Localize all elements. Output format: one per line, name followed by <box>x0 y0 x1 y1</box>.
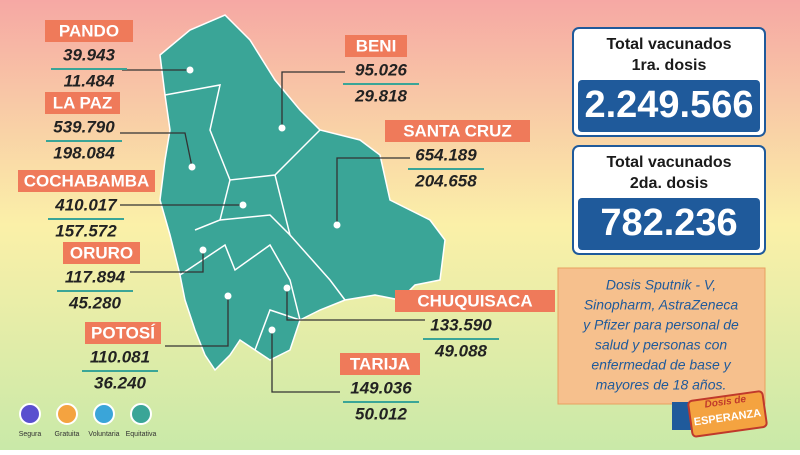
total-value: 2.249.566 <box>584 84 753 126</box>
connector-dot <box>278 124 286 132</box>
connector-dot <box>188 163 196 171</box>
icon <box>130 403 152 425</box>
department-name: COCHABAMBA <box>24 171 150 190</box>
connector <box>130 250 204 273</box>
connector-dot <box>239 201 247 209</box>
label-box <box>385 120 530 142</box>
dose2: 36.240 <box>94 373 147 392</box>
icon-label: Equitativa <box>126 431 157 438</box>
label-box <box>345 35 407 57</box>
dose2: 204.658 <box>414 171 477 190</box>
note-line: salud y personas con <box>595 337 728 353</box>
dose2: 157.572 <box>55 221 117 240</box>
icon-label: Segura <box>19 431 42 438</box>
dose2: 29.818 <box>354 86 408 105</box>
dose1: 654.189 <box>415 145 477 164</box>
label-box <box>45 92 120 114</box>
label-box <box>63 242 140 264</box>
icon <box>19 403 41 425</box>
icon <box>56 403 78 425</box>
dose2: 50.012 <box>355 404 408 423</box>
connector <box>336 157 410 225</box>
connector <box>271 330 340 393</box>
department-name: LA PAZ <box>53 93 113 112</box>
connector-dot <box>186 66 194 74</box>
department-name: TARIJA <box>350 354 410 373</box>
connector <box>165 296 229 347</box>
icon-label: Voluntaria <box>88 431 119 438</box>
department-name: SANTA CRUZ <box>403 121 512 140</box>
total-box: Total vacunados 2da. dosis 782.236 <box>572 145 766 255</box>
logo: Dosis de ESPERANZA <box>672 390 768 438</box>
total-label: Total vacunados <box>606 36 731 53</box>
department-name: PANDO <box>59 21 119 40</box>
department-name: BENI <box>356 36 397 55</box>
label-box <box>18 170 155 192</box>
note-line: enfermedad de base y <box>591 357 731 373</box>
connector <box>120 132 193 168</box>
total-label: Total vacunados <box>606 154 731 171</box>
department-name: CHUQUISACA <box>417 291 532 310</box>
dose1: 149.036 <box>350 378 412 397</box>
department-name: ORURO <box>70 243 133 262</box>
connector-dot <box>333 221 341 229</box>
dose2: 45.280 <box>68 293 122 312</box>
connector-dot <box>224 292 232 300</box>
dose1: 117.894 <box>65 267 126 286</box>
dose1: 39.943 <box>63 45 116 64</box>
label-box <box>45 20 133 42</box>
note-line: Dosis Sputnik - V, <box>606 277 716 293</box>
icon <box>93 403 115 425</box>
connector <box>281 71 345 128</box>
department-name: POTOSÍ <box>91 323 156 342</box>
label-box <box>340 353 420 375</box>
dose1: 110.081 <box>90 347 150 366</box>
connector-dot <box>283 284 291 292</box>
dose1: 133.590 <box>430 315 492 334</box>
dose1: 539.790 <box>53 117 115 136</box>
connector-dot <box>199 246 207 254</box>
total-box: Total vacunados 1ra. dosis 2.249.566 <box>572 27 766 137</box>
note-line: Sinopharm, AstraZeneca <box>584 297 739 313</box>
total-value: 782.236 <box>600 202 737 244</box>
total-label: 2da. dosis <box>630 175 708 192</box>
map <box>159 14 446 372</box>
dose2: 11.484 <box>64 71 115 90</box>
label-box <box>85 322 161 344</box>
dose1: 95.026 <box>355 60 408 79</box>
total-label: 1ra. dosis <box>632 57 707 74</box>
dose1: 410.017 <box>54 195 118 214</box>
dose2: 49.088 <box>434 341 488 360</box>
note-line: mayores de 18 años. <box>596 377 727 393</box>
note-line: y Pfizer para personal de <box>582 317 739 333</box>
dose2: 198.084 <box>53 143 115 162</box>
connector-dot <box>268 326 276 334</box>
icon-label: Gratuita <box>55 431 80 438</box>
connector <box>286 288 425 321</box>
note-box <box>557 267 766 405</box>
label-box <box>395 290 555 312</box>
